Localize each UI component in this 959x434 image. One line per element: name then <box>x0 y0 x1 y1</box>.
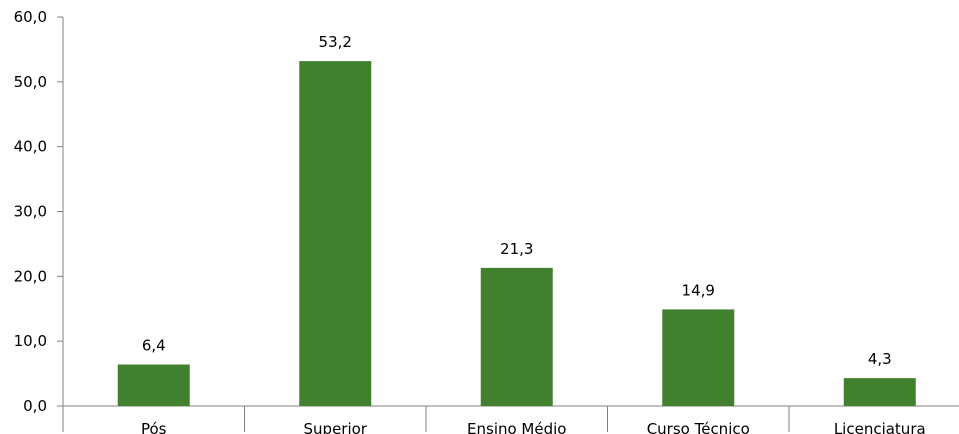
category-label: Ensino Médio <box>467 420 566 434</box>
category-labels: Pós Superior Ensino Médio Curso Técnico Lice… <box>141 420 926 434</box>
data-labels: 6,4 53,2 21,3 14,9 4,3 <box>142 33 892 368</box>
y-axis: 0,0 10,0 20,0 30,0 40,0 50,0 60,0 <box>14 8 64 432</box>
bar <box>117 364 190 406</box>
y-tick-label: 20,0 <box>14 267 47 285</box>
data-label: 21,3 <box>500 240 533 258</box>
data-label: 4,3 <box>868 350 892 368</box>
category-label: Superior <box>304 420 368 434</box>
bar <box>299 61 372 406</box>
y-tick-label: 50,0 <box>14 73 47 91</box>
category-label: Pós <box>141 420 167 434</box>
bars <box>117 61 916 406</box>
bar <box>662 309 735 406</box>
y-tick-label: 10,0 <box>14 332 47 350</box>
y-tick-label: 40,0 <box>14 138 47 156</box>
y-tick-label: 60,0 <box>14 8 47 26</box>
bar <box>843 378 916 406</box>
category-label: Curso Técnico <box>647 420 750 434</box>
y-tick-label: 0,0 <box>23 397 47 415</box>
category-label: Licenciatura <box>834 420 926 434</box>
data-label: 14,9 <box>682 281 715 299</box>
data-label: 53,2 <box>319 33 352 51</box>
y-tick-label: 30,0 <box>14 203 47 221</box>
data-label: 6,4 <box>142 337 166 355</box>
bar <box>480 267 553 406</box>
